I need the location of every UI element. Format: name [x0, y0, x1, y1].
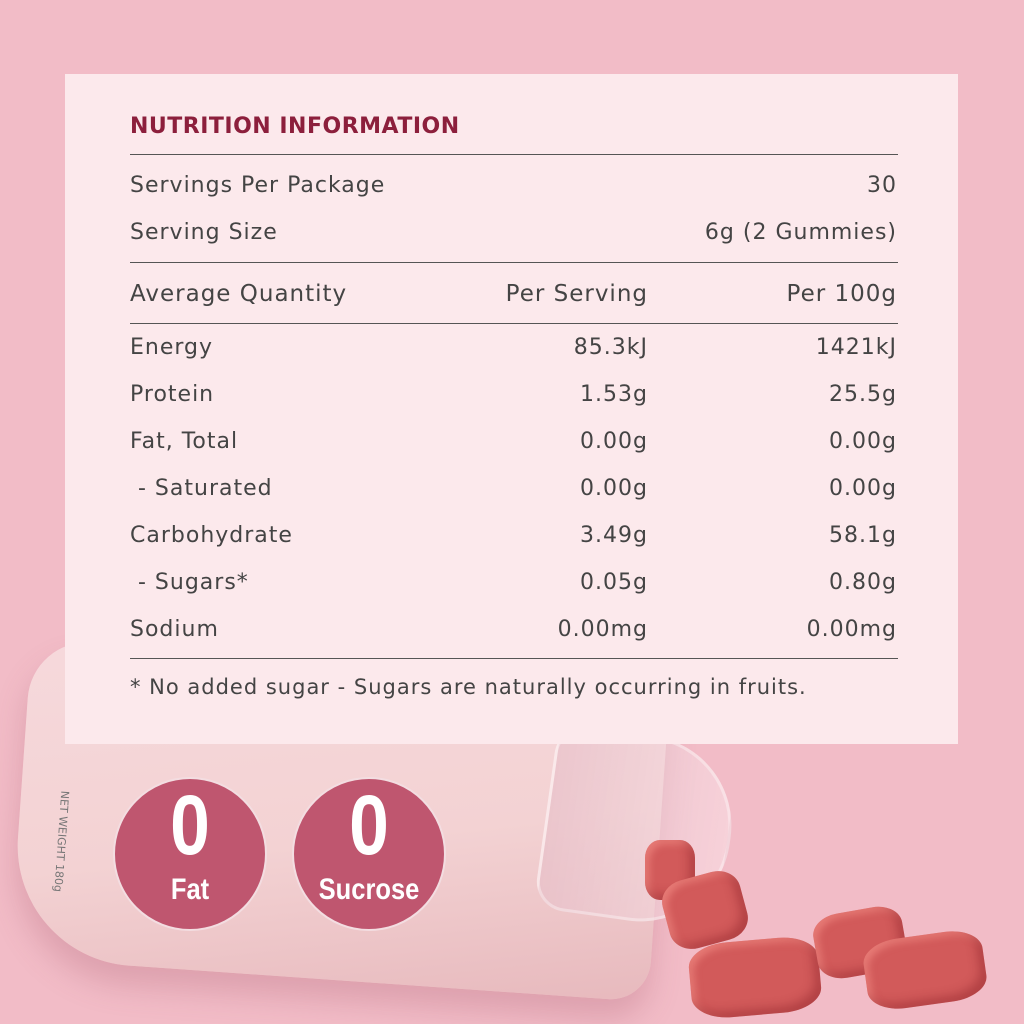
divider [130, 262, 898, 263]
per-serving-value: 0.00g [580, 476, 648, 501]
nutrient-name: Fat, Total [130, 429, 239, 454]
per-100g-value: 0.00g [829, 476, 897, 501]
header-per-100g: Per 100g [786, 281, 897, 307]
per-serving-value: 3.49g [580, 523, 648, 548]
per-100g-value: 0.80g [829, 570, 897, 595]
badge-number: 0 [349, 778, 389, 872]
divider [130, 154, 898, 155]
per-100g-value: 25.5g [829, 382, 897, 407]
servings-label: Servings Per Package [130, 173, 386, 198]
nutrient-name: Protein [130, 382, 215, 407]
gummy-bear [686, 934, 824, 1021]
serving-size-label: Serving Size [130, 220, 278, 245]
per-serving-value: 0.05g [580, 570, 648, 595]
zero-sucrose-badge: 0 Sucrose [292, 777, 446, 931]
nutrient-name: Sodium [130, 617, 219, 642]
per-100g-value: 0.00g [829, 429, 897, 454]
per-serving-value: 1.53g [580, 382, 648, 407]
net-weight-label: NET WEIGHT 180g [51, 790, 72, 893]
divider [130, 658, 898, 659]
nutrition-title: NUTRITION INFORMATION [130, 114, 460, 139]
badge-word: Sucrose [318, 873, 420, 906]
per-serving-value: 0.00mg [557, 617, 648, 642]
per-100g-value: 58.1g [829, 523, 897, 548]
nutrient-name: Energy [130, 335, 214, 360]
per-100g-value: 1421kJ [815, 335, 897, 360]
nutrient-name: - Sugars* [130, 570, 249, 595]
divider [130, 323, 898, 324]
footnote: * No added sugar - Sugars are naturally … [130, 675, 807, 699]
header-average-quantity: Average Quantity [130, 281, 348, 307]
header-per-serving: Per Serving [505, 281, 648, 307]
serving-size-value: 6g (2 Gummies) [704, 220, 897, 245]
badge-word: Fat [170, 873, 210, 906]
nutrition-panel: NUTRITION INFORMATION Servings Per Packa… [65, 74, 958, 744]
zero-fat-badge: 0 Fat [113, 777, 267, 931]
per-serving-value: 0.00g [580, 429, 648, 454]
badge-number: 0 [170, 778, 210, 872]
nutrient-name: Carbohydrate [130, 523, 293, 548]
per-serving-value: 85.3kJ [573, 335, 648, 360]
servings-value: 30 [867, 173, 897, 198]
nutrient-name: - Saturated [130, 476, 273, 501]
per-100g-value: 0.00mg [806, 617, 897, 642]
